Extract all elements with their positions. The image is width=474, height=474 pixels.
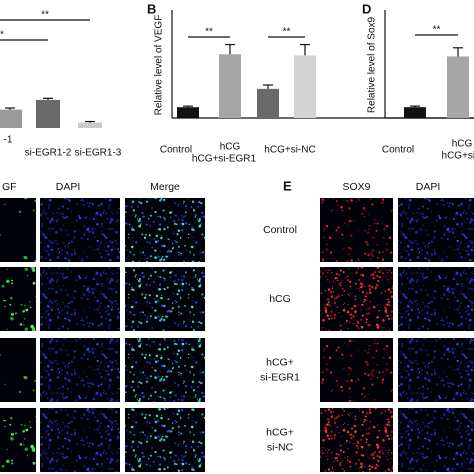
micrograph (125, 198, 205, 262)
x-tick-label: Control (160, 145, 192, 156)
micrograph (320, 198, 393, 262)
column-header: SOX9 (342, 181, 370, 193)
bar (219, 54, 241, 118)
column-header: Merge (150, 181, 180, 193)
micrograph (398, 198, 474, 262)
column-header: DAPI (56, 181, 81, 193)
micrograph (398, 267, 474, 331)
row-label: si-NC (267, 441, 294, 453)
row-label: si-EGR1 (260, 371, 300, 383)
micrograph (40, 408, 120, 472)
panel-letter: B (147, 1, 156, 16)
error-bar (263, 84, 273, 89)
row-label: hCG+ (266, 356, 294, 368)
row-label: hCG+ (266, 426, 294, 438)
x-tick-label: Control (382, 145, 414, 156)
error-bar (85, 120, 95, 123)
x-tick-label: hCG (452, 139, 473, 150)
bar (78, 122, 102, 128)
micrograph (40, 198, 120, 262)
micrograph (40, 267, 120, 331)
row-label: hCG (269, 293, 291, 305)
x-tick-label: hCG+si-NC (264, 145, 315, 156)
micrograph (0, 338, 36, 402)
column-header: DAPI (416, 181, 441, 193)
x-tick-label: -1 (4, 135, 13, 146)
x-tick-label: hCG+si- (442, 151, 474, 162)
micrograph (125, 408, 205, 472)
x-tick-label: si-EGR1-3 (75, 148, 122, 159)
error-bar (300, 43, 310, 56)
y-axis-label: Relative level of VEGF (154, 15, 165, 116)
row-label: Control (263, 224, 297, 236)
micrograph (125, 267, 205, 331)
micrograph (40, 338, 120, 402)
x-tick-label: hCG+si-EGR1 (192, 154, 257, 165)
bar (257, 88, 279, 118)
micrograph (398, 338, 474, 402)
x-tick-label: si-EGR1-2 (25, 148, 72, 159)
bar (0, 109, 22, 128)
micrograph (320, 267, 393, 331)
error-bar (225, 43, 235, 55)
x-tick-label: hCG (220, 142, 241, 153)
micrograph (0, 408, 36, 472)
significance-label: ** (205, 27, 213, 38)
micrograph (125, 338, 205, 402)
significance-label: ** (283, 27, 291, 38)
significance-label: * (0, 30, 4, 41)
bar (294, 55, 316, 118)
y-axis-label: Relative level of Sox9 (367, 16, 378, 113)
error-bar (5, 107, 15, 110)
error-bar (43, 97, 53, 100)
column-header: GF (2, 181, 17, 193)
error-bar (453, 47, 463, 57)
panel-letter: D (362, 1, 371, 16)
bar (36, 99, 60, 128)
significance-label: ** (433, 25, 441, 36)
micrograph (398, 408, 474, 472)
micrograph (320, 408, 393, 472)
bar (177, 107, 199, 118)
panel-letter: E (283, 178, 292, 193)
significance-label: ** (41, 10, 49, 21)
bar (447, 56, 469, 118)
micrograph (0, 198, 36, 262)
bar (404, 107, 426, 118)
micrograph (320, 338, 393, 402)
micrograph (0, 267, 36, 331)
error-bar (410, 105, 420, 108)
error-bar (183, 105, 193, 108)
